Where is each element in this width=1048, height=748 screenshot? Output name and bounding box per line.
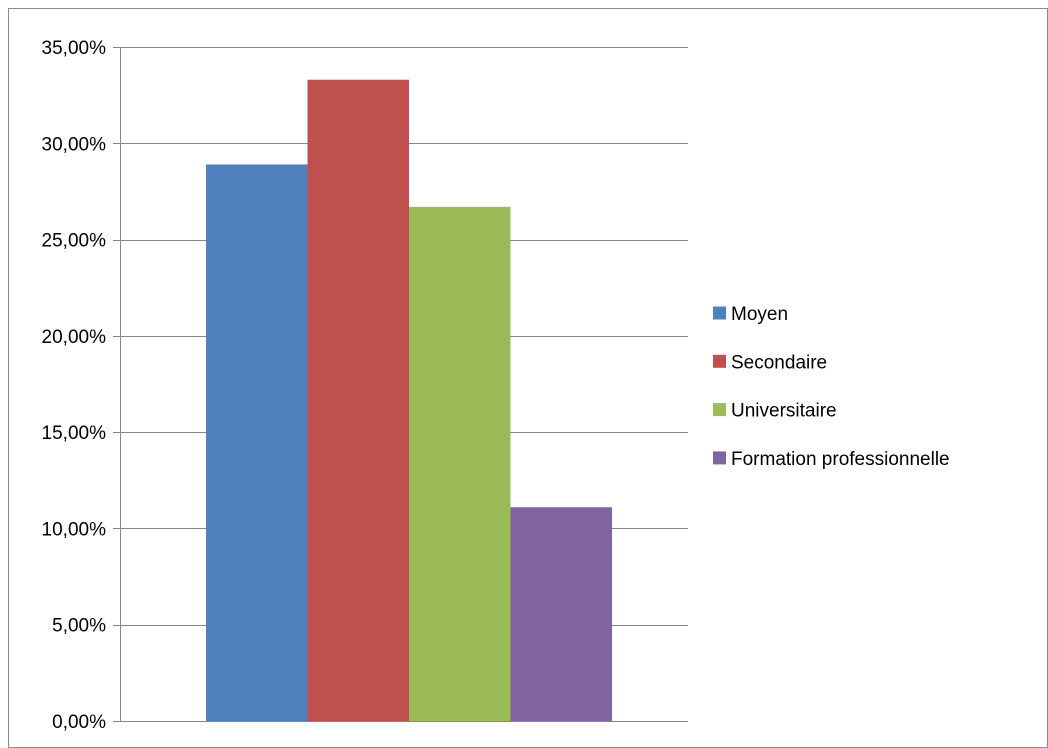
bar-universitaire [409, 206, 511, 721]
legend-swatch [713, 354, 726, 368]
y-tick-label: 10,00% [42, 519, 107, 540]
y-tick-label: 0,00% [52, 712, 106, 733]
y-tick-label: 25,00% [42, 231, 107, 252]
y-tick-label: 20,00% [42, 327, 107, 348]
legend-label: Formation professionnelle [731, 449, 950, 470]
bar-secondaire [307, 79, 409, 722]
legend-label: Moyen [731, 304, 788, 325]
bar-formation-professionnelle [510, 507, 612, 721]
legend-swatch [713, 403, 726, 417]
y-tick-label: 5,00% [52, 616, 106, 637]
legend: Moyen Secondaire Universitaire Formation pr… [713, 304, 950, 470]
y-tick-labels: 0,00% 5,00% 10,00% 15,00% 20,00% 25,00% 30,00%… [42, 38, 107, 733]
legend-label: Secondaire [731, 352, 827, 373]
y-tick-label: 35,00% [42, 38, 107, 59]
legend-swatch [713, 451, 726, 465]
bars [206, 79, 612, 722]
legend-label: Universitaire [731, 401, 837, 422]
y-tick-label: 30,00% [42, 134, 107, 155]
axes [113, 47, 688, 722]
bar-moyen [206, 164, 308, 721]
legend-swatch [713, 306, 726, 320]
y-tick-label: 15,00% [42, 423, 107, 444]
